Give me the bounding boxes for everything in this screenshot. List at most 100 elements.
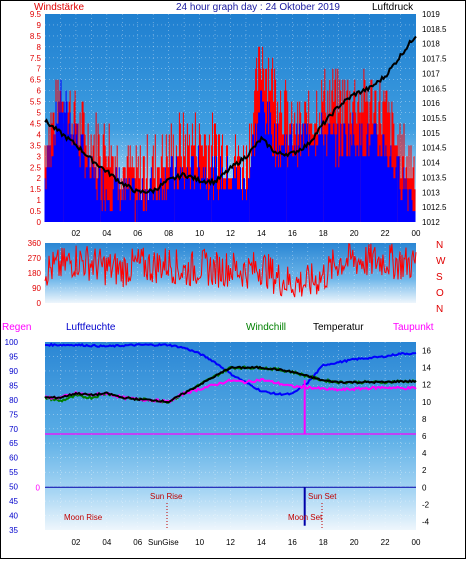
wind-tick-label: 4 bbox=[37, 130, 42, 139]
graph-title: 24 hour graph day : 24 Oktober 2019 bbox=[176, 2, 340, 13]
hour-tick-label: 22 bbox=[381, 229, 390, 238]
axis-labels: 0 0.5 1 1.5 2 2.5 3 3.5 4 4.55 5.5 6 6.5 7 7.5 8 8.5 9 9.5… bbox=[5, 10, 447, 547]
pressure-tick-label: 1019 bbox=[422, 10, 440, 19]
hour-tick-label: 08 bbox=[164, 229, 173, 238]
sun-rise-label: Sun Rise bbox=[150, 492, 183, 501]
wind-tick-label: 4.5 bbox=[30, 119, 42, 128]
pressure-tick-label: 1016 bbox=[422, 99, 440, 108]
wind-tick-label: 7.5 bbox=[30, 54, 42, 63]
temperature-tick-label: 8 bbox=[422, 415, 427, 424]
direction-letter: S bbox=[436, 272, 443, 283]
humidity-tick-label: 85 bbox=[9, 381, 18, 390]
direction-tick-label: 180 bbox=[28, 269, 42, 278]
hour-tick-label: 10 bbox=[195, 538, 204, 547]
direction-letter: W bbox=[436, 256, 446, 267]
wind-tick-label: 5.5 bbox=[30, 98, 42, 107]
direction-letter: N bbox=[436, 240, 443, 251]
hour-tick-label: 20 bbox=[350, 229, 359, 238]
direction-tick-label: 90 bbox=[32, 284, 41, 293]
wind-tick-label: 9.5 bbox=[30, 10, 42, 19]
direction-tick-label: 360 bbox=[28, 239, 42, 248]
humidity-tick-label: 90 bbox=[9, 367, 18, 376]
hour-tick-label: 18 bbox=[319, 229, 328, 238]
gust-bars bbox=[44, 79, 416, 222]
pressure-tick-label: 1018.5 bbox=[422, 25, 447, 34]
pressure-tick-label: 1018 bbox=[422, 40, 440, 49]
legend-taupunkt: Taupunkt bbox=[393, 322, 434, 333]
pressure-tick-label: 1013 bbox=[422, 188, 440, 197]
hour-tick-label: 14 bbox=[257, 538, 266, 547]
direction-letter: O bbox=[436, 288, 444, 299]
hour-tick-label: 16 bbox=[288, 538, 297, 547]
wind-tick-label: 1.5 bbox=[30, 185, 42, 194]
pressure-tick-label: 1012 bbox=[422, 218, 440, 227]
pressure-tick-label: 1013.5 bbox=[422, 173, 447, 182]
pressure-tick-label: 1012.5 bbox=[422, 203, 447, 212]
wind-tick-label: 2 bbox=[37, 174, 42, 183]
temperature-tick-label: 0 bbox=[422, 483, 427, 492]
temperature-tick-label: 16 bbox=[422, 347, 431, 356]
temperature-tick-label: 10 bbox=[422, 398, 431, 407]
temperature-tick-label: -2 bbox=[422, 500, 430, 509]
direction-tick-label: 0 bbox=[37, 299, 42, 308]
humidity-tick-label: 60 bbox=[9, 454, 18, 463]
humidity-tick-label: 45 bbox=[9, 497, 18, 506]
hour-tick-label: 20 bbox=[350, 538, 359, 547]
hour-tick-label: 04 bbox=[102, 538, 111, 547]
pressure-tick-label: 1014 bbox=[422, 159, 440, 168]
legend-regen: Regen bbox=[2, 322, 31, 333]
pressure-tick-label: 1016.5 bbox=[422, 84, 447, 93]
humidity-tick-label: 35 bbox=[9, 526, 18, 535]
hour-tick-label: 00 bbox=[412, 229, 421, 238]
wind-axis-title: Windstärke bbox=[34, 2, 84, 13]
temperature-grid bbox=[45, 342, 416, 530]
humidity-tick-label: 65 bbox=[9, 439, 18, 448]
pressure-tick-label: 1015.5 bbox=[422, 114, 447, 123]
wind-tick-label: 5 bbox=[37, 109, 42, 118]
wind-tick-label: 1 bbox=[37, 196, 42, 205]
humidity-tick-label: 75 bbox=[9, 410, 18, 419]
hour-tick-label: 16 bbox=[288, 229, 297, 238]
temperature-tick-label: 14 bbox=[422, 364, 431, 373]
humidity-tick-label: 80 bbox=[9, 396, 18, 405]
wind-direction-line bbox=[44, 243, 417, 298]
dewpoint-line bbox=[44, 377, 417, 404]
humidity-tick-label: 100 bbox=[5, 338, 19, 347]
wind-tick-label: 0.5 bbox=[30, 207, 42, 216]
pressure-tick-label: 1017.5 bbox=[422, 55, 447, 64]
temperature-tick-label: 2 bbox=[422, 466, 427, 475]
wind-tick-label: 3.5 bbox=[30, 141, 42, 150]
wind-direction-series bbox=[44, 243, 417, 298]
legend-luftfeuchte: Luftfeuchte bbox=[66, 322, 116, 333]
humidity-line bbox=[45, 342, 417, 397]
humidity-tick-label: 55 bbox=[9, 468, 18, 477]
rain-tick-label: 0 bbox=[36, 483, 41, 492]
moon-rise-label: Moon Rise bbox=[64, 513, 103, 522]
pressure-tick-label: 1014.5 bbox=[422, 144, 447, 153]
humidity-tick-label: 50 bbox=[9, 483, 18, 492]
wind-pressure-series bbox=[44, 35, 417, 222]
sun-rise-axis-label: SunGise bbox=[148, 538, 179, 547]
outer-frame bbox=[0, 0, 466, 559]
humidity-tick-label: 95 bbox=[9, 352, 18, 361]
pressure-tick-label: 1015 bbox=[422, 129, 440, 138]
hour-tick-label: 00 bbox=[412, 538, 421, 547]
hour-tick-label: 04 bbox=[102, 229, 111, 238]
wind-tick-label: 2.5 bbox=[30, 163, 42, 172]
legend-temperatur: Temperatur bbox=[313, 322, 364, 333]
temperature-tick-label: 12 bbox=[422, 381, 431, 390]
legend-windchill: Windchill bbox=[246, 322, 286, 333]
pressure-axis-title: Luftdruck bbox=[372, 2, 414, 13]
humidity-tick-label: 70 bbox=[9, 425, 18, 434]
temperature-series bbox=[44, 342, 417, 526]
direction-tick-label: 270 bbox=[28, 254, 42, 263]
wind-tick-label: 7 bbox=[37, 65, 42, 74]
temperature-tick-label: 4 bbox=[422, 449, 427, 458]
wind-tick-label: 9 bbox=[37, 21, 42, 30]
wind-tick-label: 6 bbox=[37, 87, 42, 96]
hour-tick-label: 22 bbox=[381, 538, 390, 547]
hour-tick-label: 12 bbox=[226, 229, 235, 238]
